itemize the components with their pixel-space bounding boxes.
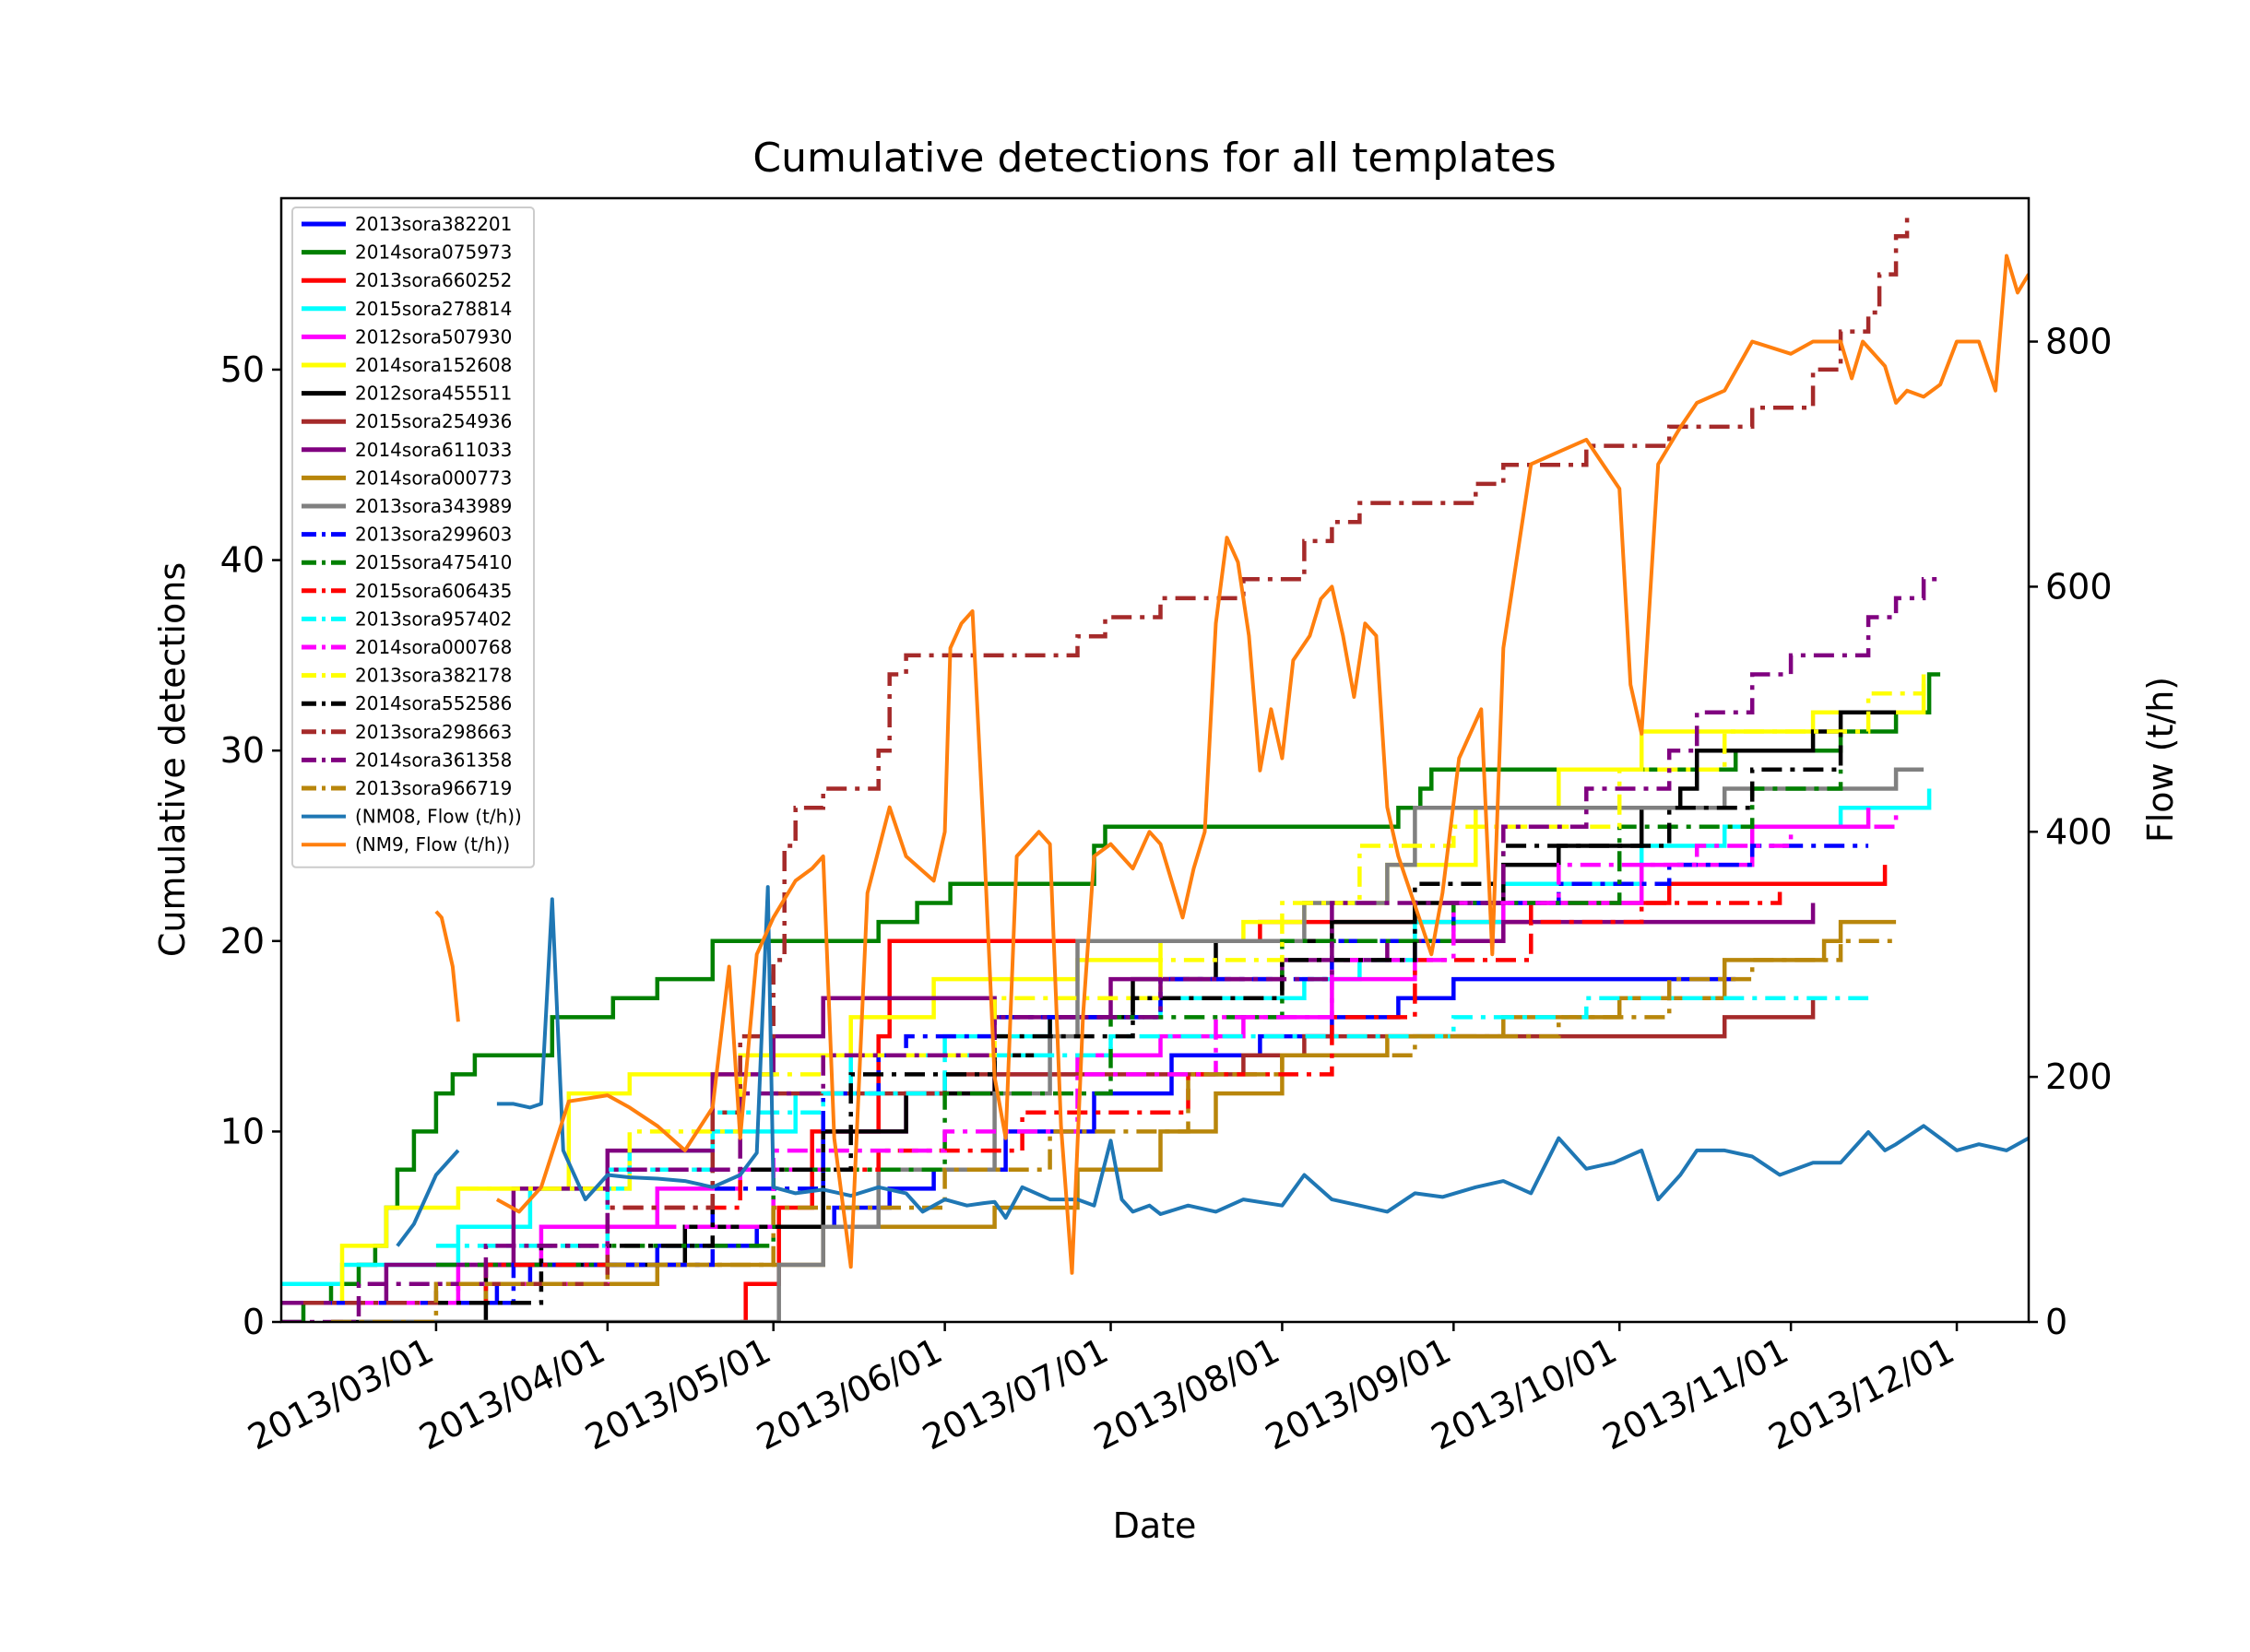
series-layer (281, 217, 2029, 1322)
legend-label-2013sora957402: 2013sora957402 (355, 608, 512, 630)
line-nm08-flow-t-h-segment-2 (496, 885, 2029, 1220)
legend-label-2013sora299603: 2013sora299603 (355, 524, 512, 546)
legend-label-2015sora254936: 2015sora254936 (355, 410, 512, 432)
series-2013sora382178 (457, 674, 1926, 1191)
series-2013sora966719 (331, 938, 1897, 1322)
series-2013sora298663 (303, 217, 1910, 1305)
y2-tick-label: 200 (2045, 1056, 2113, 1097)
y2-tick-label: 400 (2045, 811, 2113, 852)
legend-label-2012sora507930: 2012sora507930 (355, 325, 512, 348)
legend-label-2014sora611033: 2014sora611033 (355, 439, 512, 461)
series-2013sora957402 (435, 996, 1869, 1248)
legend-box (291, 206, 535, 868)
legend-label-2014sora552586: 2014sora552586 (355, 692, 512, 714)
series-nm9-flow-t-h (434, 254, 2029, 1275)
y-tick-label: 30 (220, 730, 265, 771)
legend-label-2014sora075973: 2014sora075973 (355, 242, 512, 264)
legend-label-2014sora361358: 2014sora361358 (355, 749, 512, 771)
legend-label-2014sora000773: 2014sora000773 (355, 466, 512, 489)
legend-label-2013sora298663: 2013sora298663 (355, 721, 512, 743)
y2-tick-label: 600 (2045, 566, 2113, 607)
line-nm9-flow-t-h-segment-1 (434, 910, 460, 1022)
y-tick-label: 50 (220, 349, 265, 390)
line-nm08-flow-t-h-segment-1 (396, 1149, 460, 1247)
y-axis-label: Cumulative detections (152, 562, 193, 957)
line-2014sora361358 (281, 576, 1941, 1322)
series-2014sora361358 (281, 576, 1941, 1322)
line-2013sora382178 (457, 674, 1926, 1191)
line-nm9-flow-t-h-segment-2 (495, 254, 2029, 1275)
y-tick-label: 20 (220, 921, 265, 962)
y2-tick-label: 800 (2045, 322, 2113, 362)
chart-title: Cumulative detections for all templates (752, 135, 1556, 182)
y-tick-label: 0 (243, 1302, 265, 1342)
line-2014sora000768 (359, 808, 1899, 1305)
plot-area-frame (279, 196, 2031, 1324)
legend-label-2013sora382201: 2013sora382201 (355, 213, 512, 235)
legend-label-2013sora343989: 2013sora343989 (355, 495, 512, 517)
y-axis-left: 0 10 20 30 40 50 (220, 349, 281, 1342)
line-2013sora957402 (435, 996, 1869, 1248)
legend-label-2013sora382178: 2013sora382178 (355, 665, 512, 687)
legend-label-2013sora660252: 2013sora660252 (355, 269, 512, 291)
series-2014sora000768 (359, 808, 1899, 1305)
legend-label-2015sora278814: 2015sora278814 (355, 298, 512, 320)
legend-label-nm08-flow-t-h: (NM08, Flow (t/h)) (355, 806, 522, 828)
legend-label-2013sora966719: 2013sora966719 (355, 777, 512, 799)
y2-tick-label: 0 (2045, 1302, 2067, 1342)
line-2013sora299603 (331, 844, 1869, 1305)
legend-label-nm9-flow-t-h: (NM9, Flow (t/h)) (355, 833, 510, 856)
y-tick-label: 10 (220, 1111, 265, 1151)
legend-label-2015sora606435: 2015sora606435 (355, 580, 512, 602)
y2-axis-label: Flow (t/h) (2140, 677, 2181, 843)
series-nm08-flow-t-h (396, 885, 2029, 1247)
legend-label-2012sora455511: 2012sora455511 (355, 383, 512, 405)
legend-label-2014sora000768: 2014sora000768 (355, 636, 512, 658)
y-tick-label: 40 (220, 540, 265, 581)
x-axis-label: Date (1113, 1505, 1197, 1546)
legend-label-2014sora152608: 2014sora152608 (355, 354, 512, 376)
series-2013sora299603 (331, 844, 1869, 1305)
line-2013sora966719 (331, 938, 1897, 1322)
legend-label-2015sora475410: 2015sora475410 (355, 551, 512, 573)
legend: 2013sora382201 2014sora075973 2013sora6602… (291, 206, 535, 868)
y-axis-right: 0 200 400 600 800 (2029, 322, 2113, 1342)
line-2013sora298663 (303, 217, 1910, 1305)
